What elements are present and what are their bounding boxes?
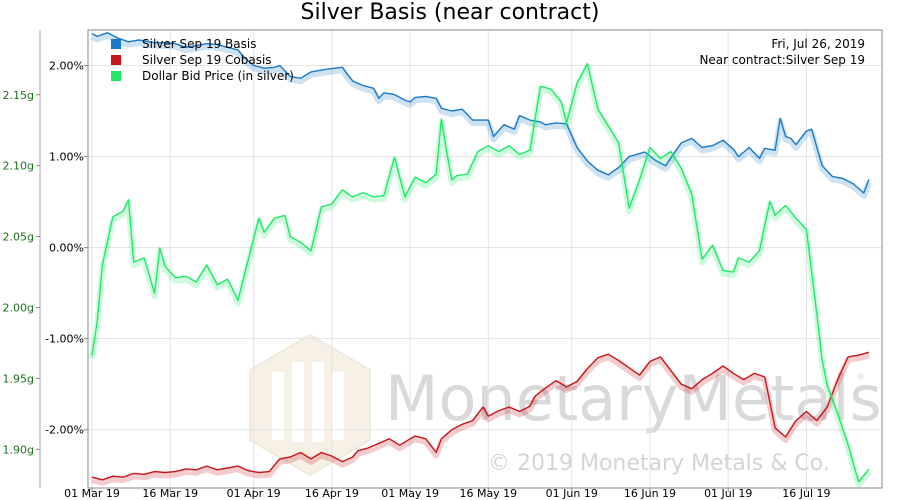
series-line-3	[91, 62, 870, 483]
pct-tick-label: 2.00%	[49, 60, 84, 73]
watermark-registered: ®	[856, 373, 865, 383]
info-date: Fri, Jul 26, 2019	[771, 37, 865, 51]
legend-label: Dollar Bid Price (in silver)	[142, 69, 294, 83]
legend-label: Silver Sep 19 Cobasis	[142, 53, 272, 67]
left-tick-label: 1.90g	[3, 443, 34, 456]
x-tick-label: 01 Jun 19	[546, 487, 598, 500]
x-tick-label: 01 Apr 19	[227, 487, 281, 500]
x-tick-label: 01 Mar 19	[64, 487, 120, 500]
left-tick-label: 2.10g	[3, 160, 34, 173]
left-tick-label: 1.95g	[3, 372, 34, 385]
x-tick-label: 16 Apr 19	[305, 487, 359, 500]
legend-label: Silver Sep 19 Basis	[142, 37, 256, 51]
right-axis: 2.00% 1.00% 0.00% -1.00% -2.00%	[45, 60, 88, 437]
left-tick-label: 2.00g	[3, 301, 34, 314]
series-shadow	[89, 63, 872, 488]
x-tick-label: 16 Jun 19	[624, 487, 676, 500]
watermark-copyright: © 2019 Monetary Metals & Co.	[488, 451, 830, 476]
plot-frame	[87, 29, 883, 489]
info-contract: Near contract:Silver Sep 19	[699, 53, 865, 67]
pct-tick-label: 1.00%	[49, 151, 84, 164]
x-tick-label: 01 Jul 19	[704, 487, 752, 500]
series-shadow	[90, 32, 872, 199]
legend-swatch	[111, 71, 121, 81]
series-shadow	[91, 352, 870, 486]
legend: Silver Sep 19 Basis Silver Sep 19 Cobasis…	[111, 37, 294, 83]
pct-tick-label: 0.00%	[49, 242, 84, 255]
watermark-logo-icon	[249, 333, 371, 477]
x-tick-label: 16 Mar 19	[142, 487, 198, 500]
series-layer	[89, 32, 872, 488]
grid	[88, 30, 882, 488]
chart-title: Silver Basis (near contract)	[301, 0, 600, 25]
x-axis: 01 Mar 19 16 Mar 19 01 Apr 19 16 Apr 19 01 M…	[64, 487, 830, 500]
left-tick-label: 2.05g	[3, 231, 34, 244]
x-tick-label: 16 May 19	[459, 487, 517, 500]
series-line-2	[91, 351, 870, 481]
series-line-1	[91, 32, 870, 194]
x-tick-label: 16 Jul 19	[782, 487, 830, 500]
pct-tick-label: -2.00%	[45, 424, 84, 437]
pct-tick-label: -1.00%	[45, 333, 84, 346]
x-tick-label: 01 May 19	[381, 487, 439, 500]
left-axis: 2.15g 2.10g 2.05g 2.00g 1.95g 1.90g	[3, 30, 41, 488]
legend-swatch	[111, 39, 121, 49]
left-tick-label: 2.15g	[3, 89, 34, 102]
legend-swatch	[111, 55, 121, 65]
